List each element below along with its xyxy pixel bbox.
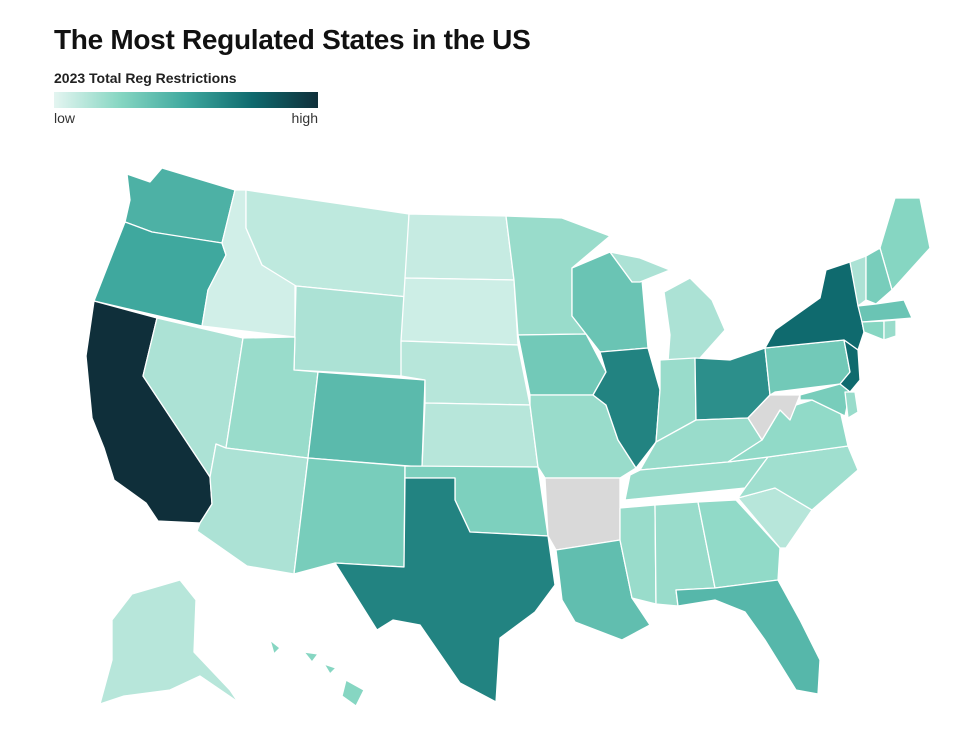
legend-title: 2023 Total Reg Restrictions [54, 70, 237, 86]
state-sd [400, 277, 519, 346]
state-ri [883, 319, 897, 341]
legend-high-label: high [291, 110, 318, 126]
state-co [307, 371, 426, 468]
legend-gradient-bar [54, 92, 318, 108]
state-wy [293, 285, 409, 377]
state-ms [619, 504, 657, 605]
state-ma [857, 299, 913, 323]
state-tx [334, 477, 556, 703]
state-il [592, 347, 661, 469]
state-mi [609, 251, 726, 363]
state-hi [269, 639, 365, 707]
state-az [196, 443, 309, 575]
state-nh [865, 247, 893, 305]
legend-low-label: low [54, 110, 76, 126]
state-fl [675, 579, 821, 695]
color-legend: 2023 Total Reg Restrictions low high [54, 70, 318, 126]
state-ks [421, 402, 539, 468]
state-ny [764, 261, 865, 351]
state-nm [293, 457, 406, 575]
state-ar [544, 477, 621, 551]
state-ak [99, 579, 239, 705]
state-nd [404, 213, 515, 281]
state-de [844, 391, 859, 419]
map-title: The Most Regulated States in the US [54, 24, 531, 55]
legend-labels: low high [54, 108, 318, 126]
state-ga [697, 499, 781, 589]
state-md [799, 383, 851, 417]
state-ct [861, 320, 885, 341]
